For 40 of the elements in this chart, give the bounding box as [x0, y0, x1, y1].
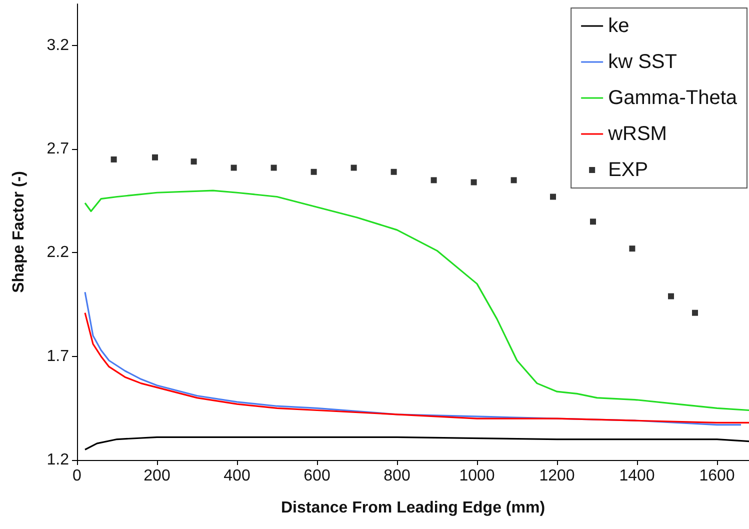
legend-label: kw SST [608, 51, 677, 73]
line-series [84, 436, 749, 450]
x-tick-label: 800 [384, 468, 410, 484]
point [390, 168, 397, 175]
point [190, 158, 197, 165]
point [470, 179, 477, 186]
point [510, 177, 517, 184]
point [152, 154, 158, 160]
point [629, 246, 636, 252]
point [110, 156, 117, 162]
point [350, 164, 357, 171]
x-tick-label: 1600 [699, 468, 735, 484]
y-tick-label: 2.7 [46, 140, 70, 158]
x-axis-title: Distance From Leading Edge (mm) [280, 500, 546, 516]
point [692, 310, 698, 316]
line-series [84, 190, 749, 412]
legend-label: wRSM [607, 123, 667, 145]
x-tick-label: 1200 [539, 468, 575, 484]
point [590, 218, 596, 225]
x-tick-label: 600 [304, 468, 330, 484]
x-tick-label: 0 [72, 468, 82, 484]
y-tick-label: 1.7 [46, 348, 70, 365]
point [550, 194, 556, 200]
legend-label: EXP [608, 159, 648, 181]
line-series [84, 312, 749, 424]
point [310, 168, 317, 175]
point [270, 164, 277, 171]
y-axis-title: Shape Factor (-) [10, 171, 28, 293]
y-tick-label: 1.2 [46, 452, 70, 468]
x-tick-label: 200 [144, 468, 170, 484]
x-tick-label: 1000 [459, 468, 495, 484]
legend-label: Gamma-Theta [608, 87, 738, 109]
point [230, 164, 237, 171]
point [668, 293, 674, 300]
y-tick-label: 3.2 [46, 36, 70, 54]
y-tick-label: 2.2 [46, 244, 70, 262]
point [430, 177, 437, 184]
x-tick-label: 400 [224, 468, 250, 484]
legend-label: ke [608, 15, 630, 37]
x-tick-label: 1400 [619, 468, 655, 484]
